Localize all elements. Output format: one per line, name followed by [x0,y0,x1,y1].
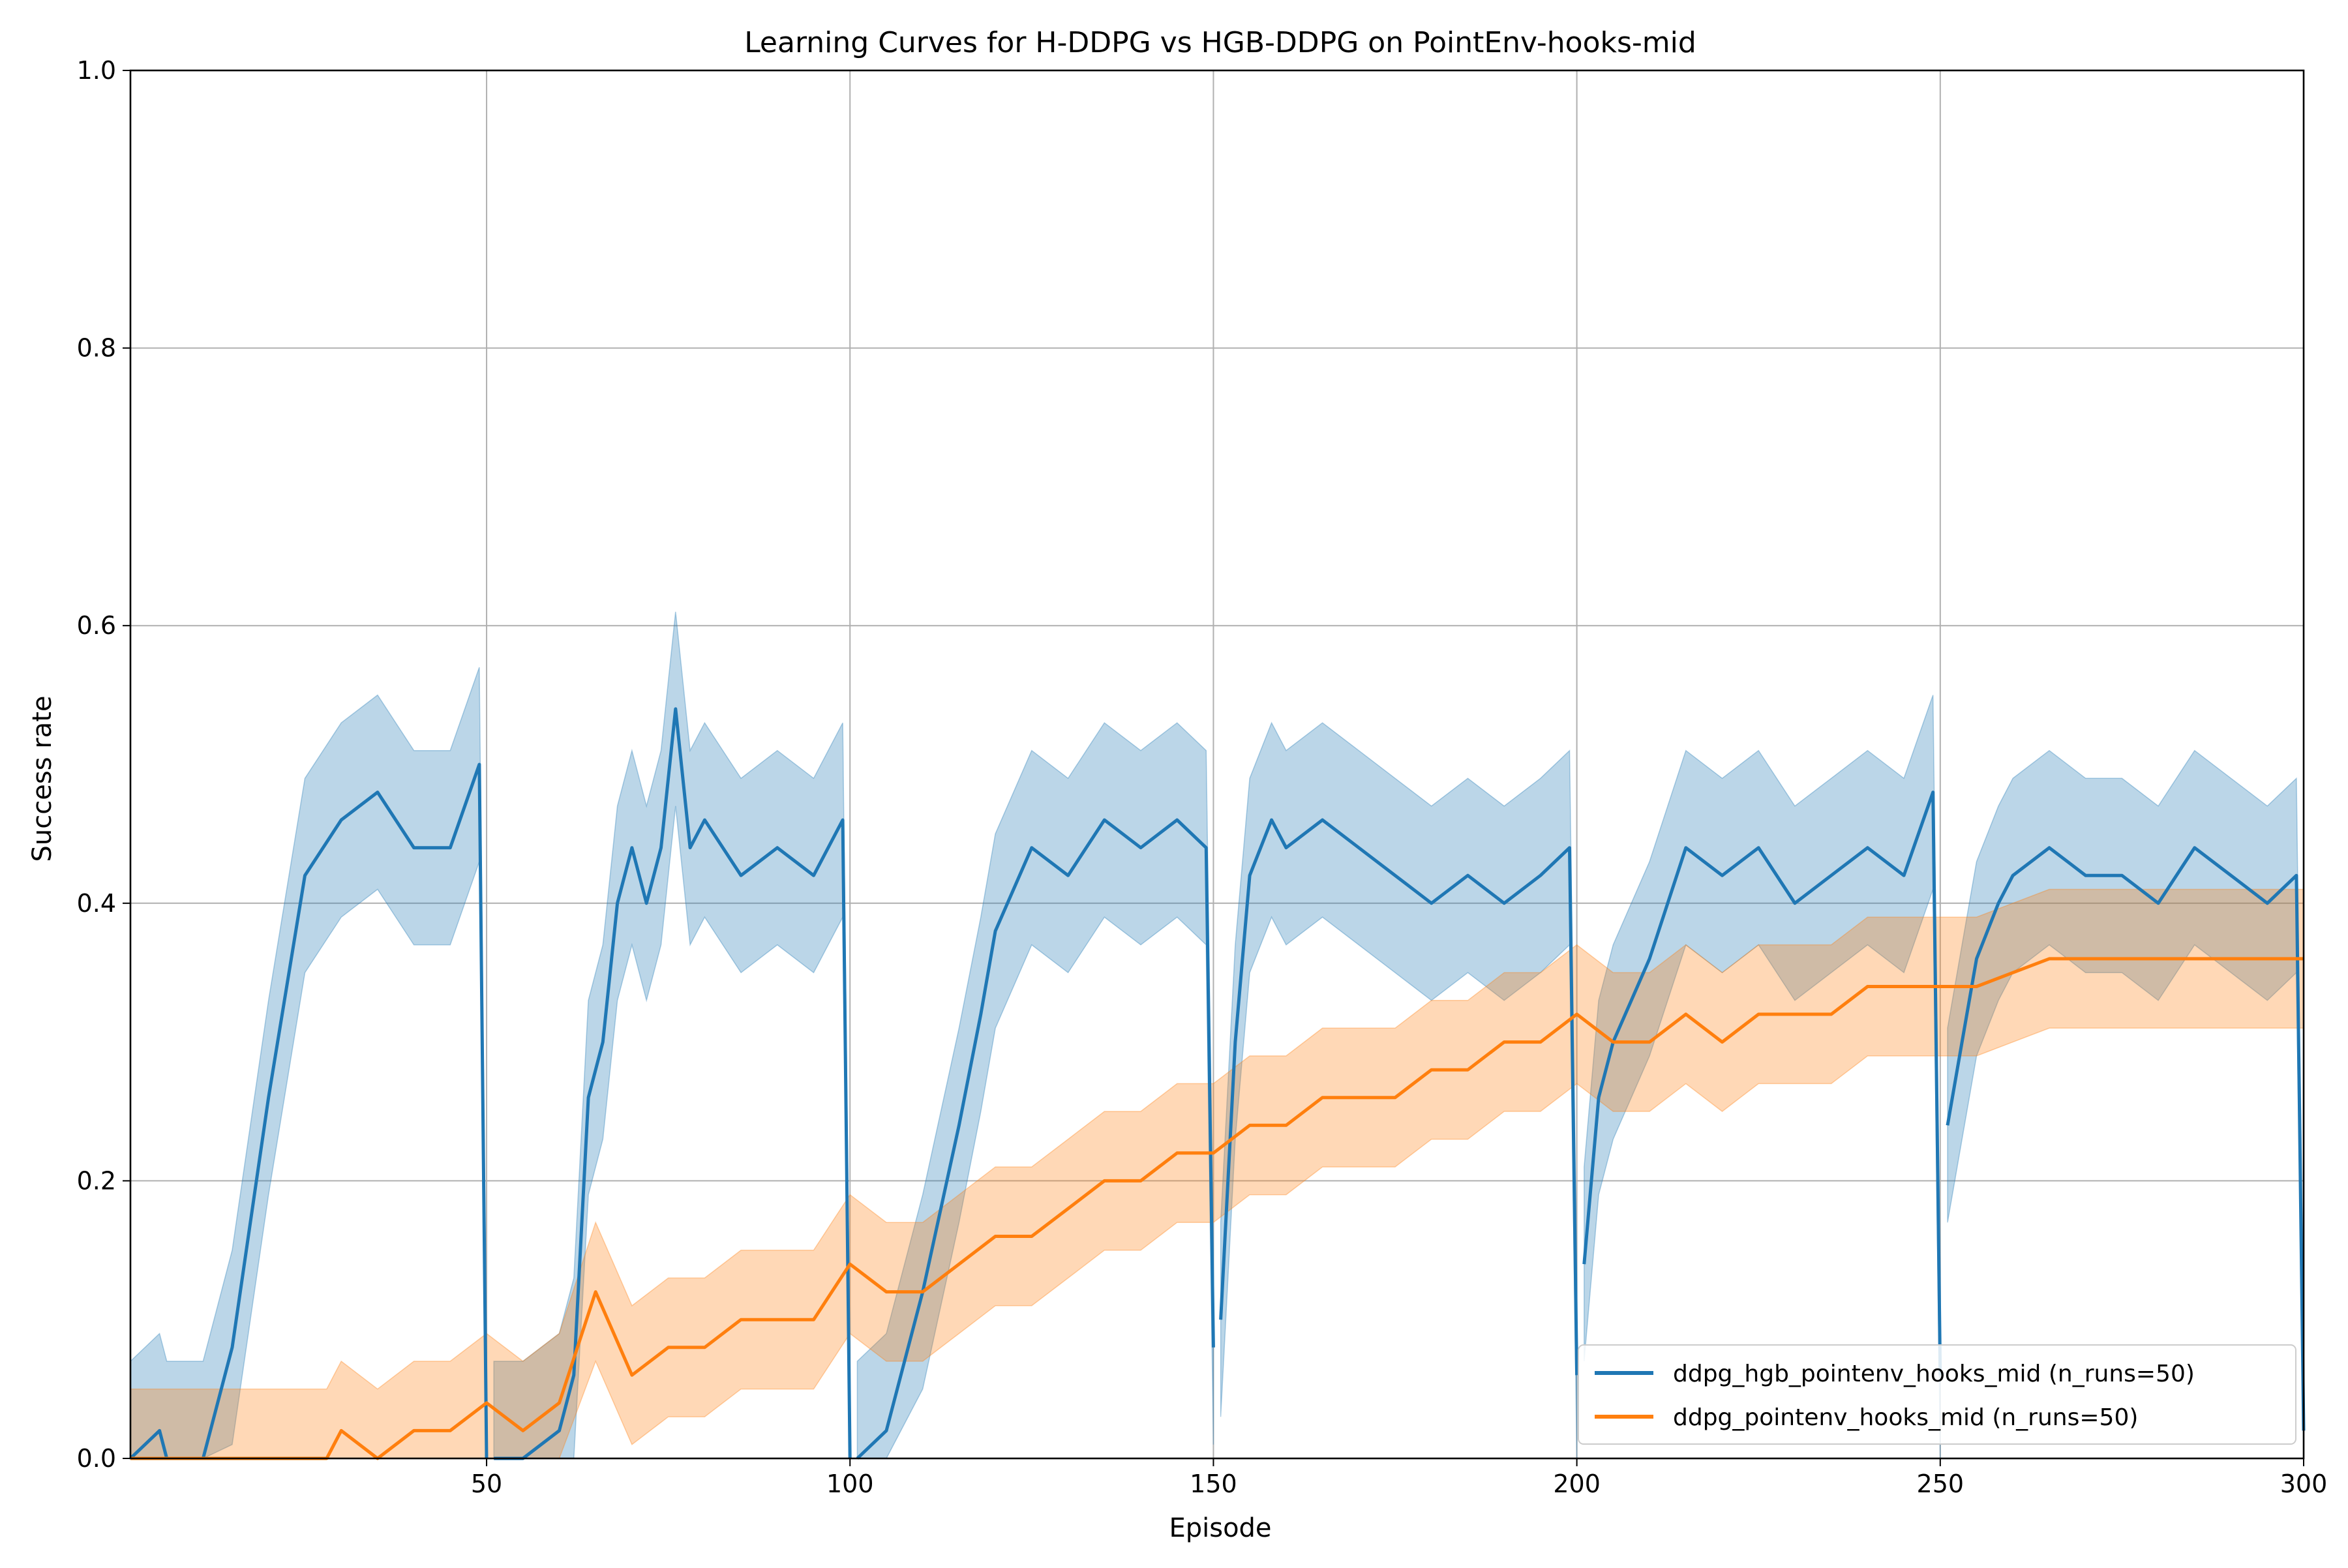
y-tick-label: 0.8 [77,334,116,363]
x-tick-label: 50 [471,1470,502,1498]
x-tick-label: 300 [2280,1470,2328,1498]
x-axis-label: Episode [1169,1513,1271,1543]
x-tick-label: 250 [1917,1470,1964,1498]
y-tick-label: 1.0 [77,56,116,85]
x-tick-label: 100 [826,1470,874,1498]
legend-label-hgb: ddpg_hgb_pointenv_hooks_mid (n_runs=50) [1673,1361,2195,1387]
x-tick-label: 200 [1553,1470,1601,1498]
y-tick-label: 0.2 [77,1166,116,1195]
chart-title: Learning Curves for H-DDPG vs HGB-DDPG o… [744,26,1696,59]
y-tick-label: 0.4 [77,889,116,918]
legend: ddpg_hgb_pointenv_hooks_mid (n_runs=50) … [1578,1345,2296,1444]
x-tick-label: 150 [1190,1470,1237,1498]
legend-label-ddpg: ddpg_pointenv_hooks_mid (n_runs=50) [1673,1404,2138,1431]
y-tick-label: 0.0 [77,1444,116,1473]
y-axis-label: Success rate [27,696,57,862]
y-tick-label: 0.6 [77,611,116,640]
